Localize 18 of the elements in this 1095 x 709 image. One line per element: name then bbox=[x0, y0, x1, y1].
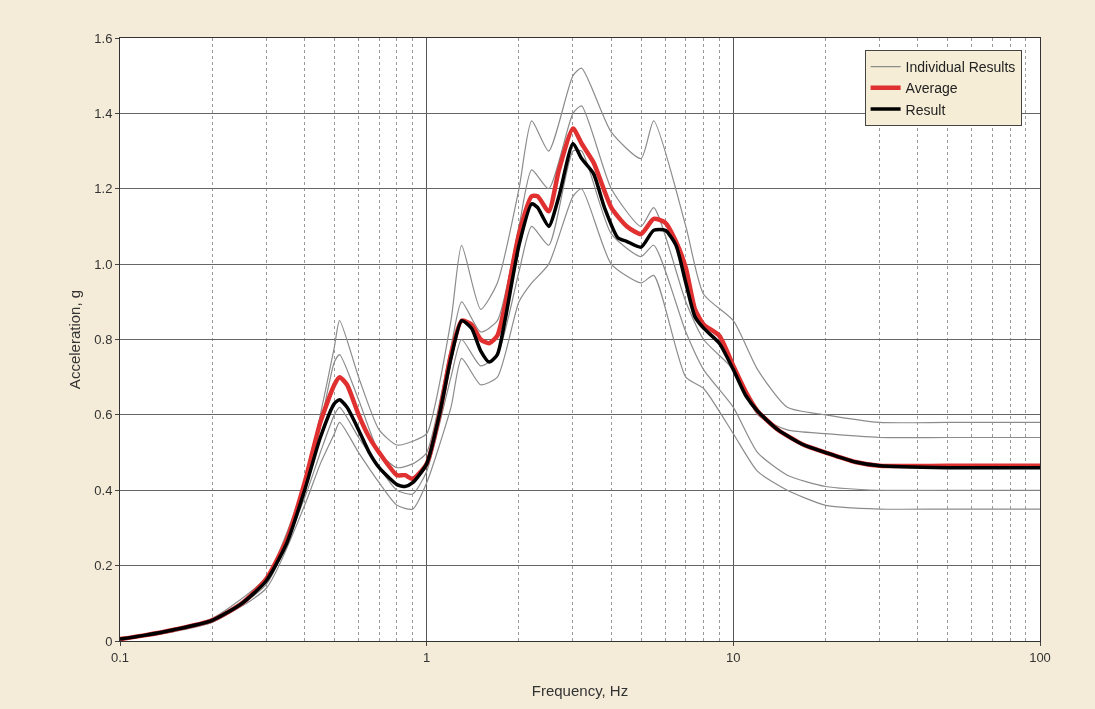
x-axis-title: Frequency, Hz bbox=[531, 682, 629, 699]
legend-label: Result bbox=[905, 101, 946, 118]
x-tick-label: 10 bbox=[726, 649, 741, 665]
y-tick-label: 1.2 bbox=[94, 181, 113, 197]
y-tick-label: 1.4 bbox=[94, 105, 113, 121]
legend-label: Individual Results bbox=[905, 59, 1016, 76]
y-tick-label: 1.0 bbox=[94, 256, 113, 272]
y-tick-label: 1.6 bbox=[94, 30, 113, 46]
y-tick-label: 0.4 bbox=[94, 482, 113, 498]
y-tick-label: 0.2 bbox=[94, 558, 113, 574]
y-tick-label: 0.8 bbox=[94, 332, 113, 348]
y-tick-label: 0 bbox=[105, 633, 113, 649]
legend-label: Average bbox=[905, 80, 958, 97]
x-tick-label: 0.1 bbox=[110, 649, 130, 665]
x-tick-label: 100 bbox=[1029, 649, 1051, 665]
y-axis-title: Acceleration, g bbox=[66, 289, 83, 390]
x-tick-label: 1 bbox=[423, 649, 431, 665]
y-tick-label: 0.6 bbox=[94, 407, 113, 423]
